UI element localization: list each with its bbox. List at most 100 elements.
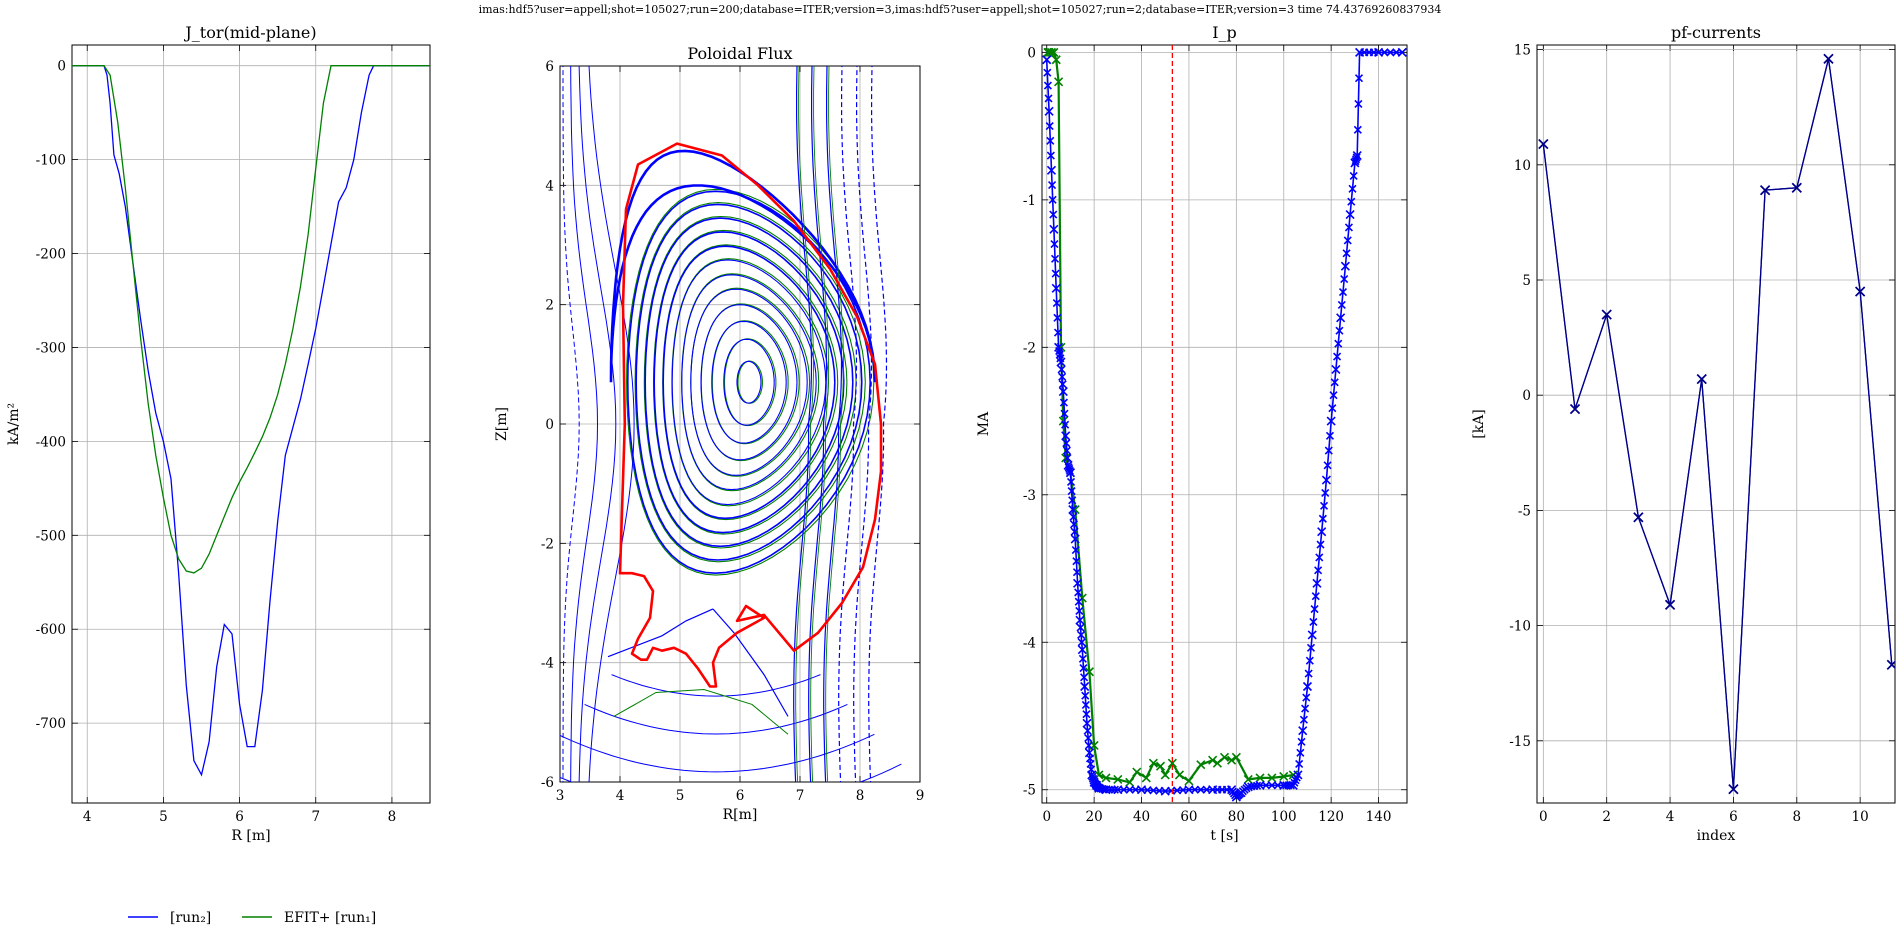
ip-run2-marker (1222, 785, 1231, 794)
ip-efit-marker (1101, 773, 1111, 783)
efit-flux-contour (690, 287, 811, 477)
ip-run2-marker (1061, 431, 1071, 441)
ip-run2-marker (1072, 578, 1083, 588)
ip-efit-marker (1051, 55, 1061, 65)
efit-flux-contour (723, 338, 777, 427)
ip-run2-marker (1057, 365, 1066, 374)
ip-run2-marker (1349, 171, 1358, 180)
pf-efit-marker (1823, 53, 1834, 64)
ip-run2-marker (1046, 151, 1055, 160)
y-tick-label: 2 (545, 298, 554, 314)
run2-flux-contour (644, 217, 854, 548)
ip-run2-marker (1072, 568, 1082, 577)
y-tick-label: 10 (1514, 158, 1531, 174)
ip-run2-marker (1074, 588, 1083, 597)
axes-frame (559, 65, 921, 783)
ip-run2-marker (1119, 785, 1128, 794)
private-flux-contour (560, 763, 902, 782)
panel-title: pf-currents (1671, 23, 1761, 42)
ip-efit-marker (1267, 773, 1277, 783)
y-tick-label: -500 (36, 528, 66, 544)
ip-run2-marker (1075, 615, 1085, 625)
ip-run2-marker (1353, 125, 1362, 134)
axes-frame (71, 44, 431, 804)
ip-run2-marker (1321, 488, 1330, 498)
ip-run2-marker (1196, 785, 1205, 794)
y-tick-label: -4 (1023, 635, 1036, 651)
ip-efit-line (1047, 51, 1294, 784)
pf-efit-marker (1633, 512, 1644, 523)
pf-plot-area (1538, 53, 1895, 795)
private-flux-contour (611, 674, 821, 697)
ip-efit-marker (1125, 777, 1135, 787)
y-tick-label: -300 (36, 340, 66, 356)
run2-flux-contour (723, 338, 775, 426)
ip-efit-marker (1212, 758, 1222, 768)
panel-title: Poloidal Flux (687, 44, 792, 63)
outer-open-contour (853, 66, 873, 782)
ip-run2-marker (1068, 496, 1077, 505)
ip-run2-marker (1301, 704, 1310, 713)
ip-efit-marker (1231, 752, 1241, 762)
private-flux-contour (504, 794, 929, 848)
ip-efit-marker (1255, 773, 1265, 783)
flux-panel: 3 4 5 6 7 8 9 -6 -4 -2 0 2 4 6 Poloidal Flux R[m] Z[m] (494, 44, 929, 848)
ip-run2-marker (1335, 326, 1344, 335)
ip-run2-marker (1317, 527, 1327, 537)
ip-run2-marker (1178, 786, 1188, 795)
ip-run2-marker (1202, 785, 1211, 794)
ip-panel: 0 20 40 60 80 100 120 140 0 -1 -2 -3 -4 -5 I_pt [s] MA (976, 23, 1408, 844)
x-axis-label: R [m] (231, 828, 270, 844)
ip-run2-marker (1380, 48, 1389, 57)
ip-run2-marker (1344, 223, 1353, 232)
ip-run2-marker (1352, 153, 1361, 162)
legend-label: [run₂] (170, 910, 211, 926)
axes-frame (1536, 44, 1896, 804)
run2-flux-contour (681, 274, 817, 491)
efit-flux-contour (700, 303, 800, 462)
ip-efit-marker (1054, 77, 1064, 87)
panel-title: J_tor(mid-plane) (183, 23, 316, 42)
y-tick-label: 15 (1514, 43, 1531, 59)
ip-efit-marker (1046, 47, 1057, 57)
ip-run2-marker (1062, 446, 1071, 455)
ip-run2-marker (1084, 734, 1093, 743)
ip-run2-marker (1069, 520, 1079, 529)
ip-efit-marker (1219, 752, 1230, 762)
efit-flux-contour (643, 215, 857, 549)
ip-run2-marker (1065, 464, 1074, 474)
ip-run2-marker (1081, 700, 1090, 709)
ip-run2-marker (1305, 656, 1314, 665)
ip-run2-marker (1050, 240, 1059, 249)
run2-flux-contour (635, 203, 863, 561)
ip-run2-marker (1323, 461, 1332, 470)
ip-run2-marker (1386, 48, 1395, 57)
x-tick-label: 0 (1042, 809, 1051, 825)
ip-run2-marker (1042, 55, 1052, 65)
efit-flux-contour (626, 188, 875, 576)
ip-run2-marker (1310, 605, 1319, 614)
ip-run2-marker (1292, 773, 1301, 782)
ip-run2-marker (1261, 781, 1271, 790)
ip-run2-marker (1351, 155, 1361, 164)
ip-run2-marker (1060, 409, 1069, 418)
x-tick-label: 4 (616, 788, 625, 804)
legend-label: EFIT+ [run₁] (284, 910, 376, 926)
x-tick-label: 5 (676, 788, 685, 804)
efit-flux-contour (634, 202, 866, 563)
x-tick-label: 6 (235, 809, 244, 825)
ip-run2-marker (1284, 781, 1293, 790)
ip-run2-marker (1333, 352, 1342, 361)
ip-run2-marker (1337, 300, 1346, 309)
panels: 4 5 6 7 80-100-200-300-400-500-600-700J_tor(… (6, 23, 1896, 848)
x-tick-label: 5 (159, 809, 168, 825)
ip-run2-marker (1058, 386, 1068, 397)
x-tick-label: 60 (1180, 809, 1197, 825)
y-tick-label: -4 (541, 656, 554, 672)
pf-efit-marker (1601, 309, 1612, 320)
ip-run2-marker (1080, 681, 1090, 692)
ip-efit-marker (1155, 761, 1166, 771)
x-axis-label: R[m] (723, 807, 758, 823)
ip-run2-marker (1309, 617, 1318, 627)
